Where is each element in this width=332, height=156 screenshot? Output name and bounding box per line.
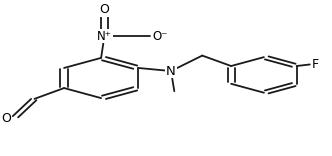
Text: O⁻: O⁻ xyxy=(152,30,168,43)
Text: O: O xyxy=(2,112,12,125)
Text: O: O xyxy=(100,3,109,17)
Text: N⁺: N⁺ xyxy=(97,30,112,43)
Text: F: F xyxy=(312,58,319,71)
Text: N: N xyxy=(166,65,176,78)
